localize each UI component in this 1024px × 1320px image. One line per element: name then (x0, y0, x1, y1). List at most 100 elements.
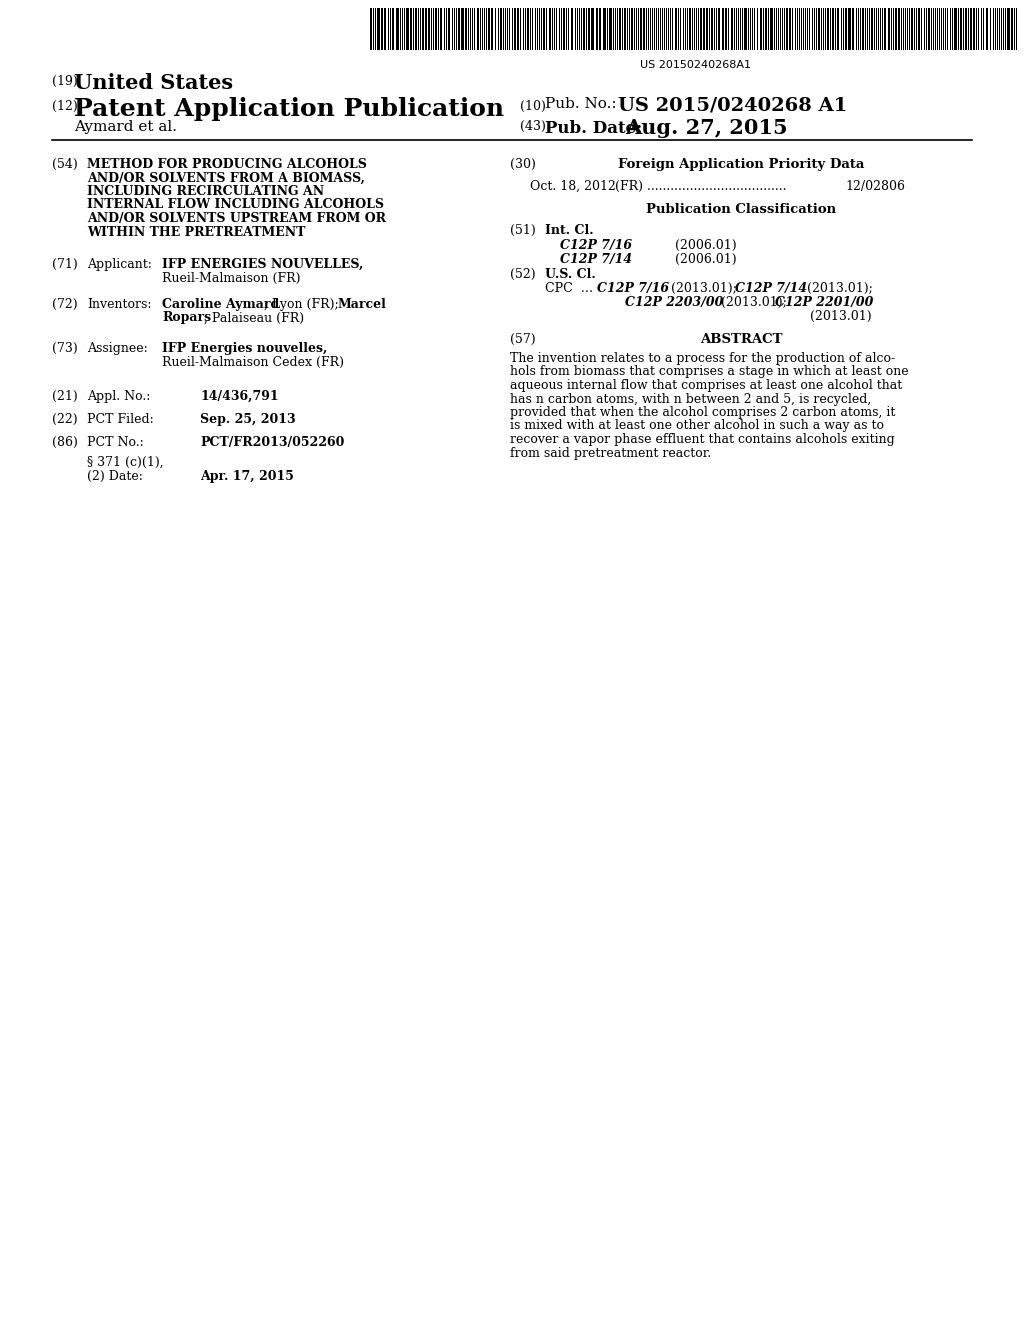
Bar (898, 8, 900, 50)
Text: C12P 7/16: C12P 7/16 (597, 282, 669, 294)
Bar (818, 8, 820, 50)
Text: Apr. 17, 2015: Apr. 17, 2015 (200, 470, 294, 483)
Bar (490, 8, 493, 50)
Bar (428, 8, 430, 50)
Text: Caroline Aymard: Caroline Aymard (162, 298, 280, 312)
Bar (954, 8, 957, 50)
Text: C12P 7/14: C12P 7/14 (735, 282, 807, 294)
Text: (2013.01): (2013.01) (810, 310, 871, 323)
Text: C12P 7/14: C12P 7/14 (560, 253, 632, 267)
Text: hols from biomass that comprises a stage in which at least one: hols from biomass that comprises a stage… (510, 366, 908, 379)
Text: Oct. 18, 2012: Oct. 18, 2012 (530, 180, 615, 193)
Text: Publication Classification: Publication Classification (646, 203, 836, 216)
Text: (51): (51) (510, 224, 536, 238)
Text: , Lyon (FR);: , Lyon (FR); (264, 298, 343, 312)
Bar (517, 8, 519, 50)
Bar (675, 8, 677, 50)
Bar (477, 8, 479, 50)
Text: (12): (12) (52, 100, 78, 114)
Text: CPC  …: CPC … (545, 282, 601, 294)
Bar (527, 8, 529, 50)
Text: , Palaiseau (FR): , Palaiseau (FR) (204, 312, 304, 325)
Text: AND/OR SOLVENTS FROM A BIOMASS,: AND/OR SOLVENTS FROM A BIOMASS, (87, 172, 365, 185)
Bar (410, 8, 412, 50)
Bar (1011, 8, 1013, 50)
Bar (837, 8, 839, 50)
Text: C12P 2203/00: C12P 2203/00 (625, 296, 723, 309)
Bar (895, 8, 897, 50)
Text: Aug. 27, 2015: Aug. 27, 2015 (625, 117, 787, 139)
Bar (986, 8, 988, 50)
Text: IFP ENERGIES NOUVELLES,: IFP ENERGIES NOUVELLES, (162, 257, 364, 271)
Bar (862, 8, 864, 50)
Bar (718, 8, 720, 50)
Bar (831, 8, 834, 50)
Text: (52): (52) (510, 268, 536, 281)
Bar (770, 8, 773, 50)
Text: Rueil-Malmaison Cedex (FR): Rueil-Malmaison Cedex (FR) (162, 355, 344, 368)
Text: (2) Date:: (2) Date: (87, 470, 143, 483)
Bar (852, 8, 854, 50)
Text: (2013.01);: (2013.01); (667, 282, 741, 294)
Bar (609, 8, 612, 50)
Text: Sep. 25, 2013: Sep. 25, 2013 (200, 413, 296, 426)
Bar (500, 8, 502, 50)
Text: (86): (86) (52, 436, 78, 449)
Bar (703, 8, 705, 50)
Text: U.S. Cl.: U.S. Cl. (545, 268, 596, 281)
Bar (440, 8, 442, 50)
Text: (22): (22) (52, 413, 78, 426)
Text: Pub. Date:: Pub. Date: (545, 120, 642, 137)
Bar (449, 8, 450, 50)
Text: has n carbon atoms, with n between 2 and 5, is recycled,: has n carbon atoms, with n between 2 and… (510, 392, 871, 405)
Text: (FR) ....................................: (FR) ...................................… (615, 180, 786, 193)
Text: Appl. No.:: Appl. No.: (87, 389, 151, 403)
Bar (571, 8, 573, 50)
Text: is mixed with at least one other alcohol in such a way as to: is mixed with at least one other alcohol… (510, 420, 884, 433)
Bar (731, 8, 733, 50)
Text: IFP Energies nouvelles,: IFP Energies nouvelles, (162, 342, 328, 355)
Text: (2006.01): (2006.01) (675, 239, 736, 252)
Text: § 371 (c)(1),: § 371 (c)(1), (87, 455, 164, 469)
Text: Assignee:: Assignee: (87, 342, 147, 355)
Text: (71): (71) (52, 257, 78, 271)
Text: Int. Cl.: Int. Cl. (545, 224, 594, 238)
Text: (2006.01): (2006.01) (675, 253, 736, 267)
Bar (888, 8, 890, 50)
Text: (72): (72) (52, 298, 78, 312)
Bar (965, 8, 967, 50)
Bar (425, 8, 427, 50)
Text: C12P 2201/00: C12P 2201/00 (775, 296, 873, 309)
Bar (700, 8, 702, 50)
Text: (2013.01);: (2013.01); (803, 282, 872, 294)
Text: (10): (10) (520, 100, 546, 114)
Bar (631, 8, 633, 50)
Bar (871, 8, 873, 50)
Text: AND/OR SOLVENTS UPSTREAM FROM OR: AND/OR SOLVENTS UPSTREAM FROM OR (87, 213, 386, 224)
Text: (43): (43) (520, 120, 546, 133)
Text: US 20150240268A1: US 20150240268A1 (640, 59, 751, 70)
Bar (884, 8, 886, 50)
Bar (961, 8, 962, 50)
Text: C12P 7/16: C12P 7/16 (560, 239, 632, 252)
Bar (396, 8, 399, 50)
Bar (392, 8, 394, 50)
Bar (1007, 8, 1010, 50)
Text: INCLUDING RECIRCULATING AN: INCLUDING RECIRCULATING AN (87, 185, 325, 198)
Text: recover a vapor phase effluent that contains alcohols exiting: recover a vapor phase effluent that cont… (510, 433, 895, 446)
Text: 14/436,791: 14/436,791 (200, 389, 279, 403)
Bar (588, 8, 590, 50)
Bar (790, 8, 791, 50)
Bar (596, 8, 598, 50)
Text: from said pretreatment reactor.: from said pretreatment reactor. (510, 446, 712, 459)
Text: Rueil-Malmaison (FR): Rueil-Malmaison (FR) (162, 272, 300, 285)
Bar (643, 8, 645, 50)
Bar (461, 8, 464, 50)
Text: Marcel: Marcel (338, 298, 387, 312)
Bar (514, 8, 516, 50)
Bar (845, 8, 847, 50)
Bar (377, 8, 380, 50)
Bar (381, 8, 383, 50)
Bar (406, 8, 409, 50)
Bar (384, 8, 386, 50)
